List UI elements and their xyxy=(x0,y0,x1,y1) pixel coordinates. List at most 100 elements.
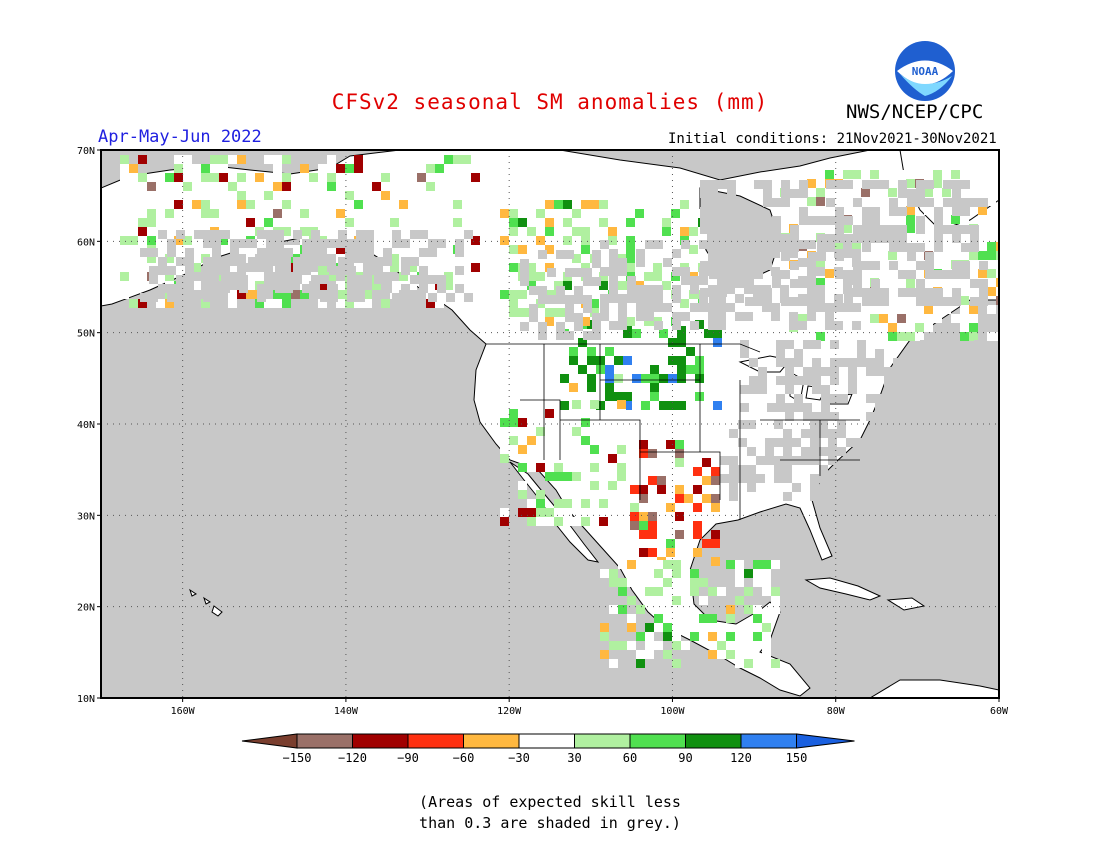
anomaly-cell xyxy=(960,323,969,332)
low-skill-cell xyxy=(720,456,729,465)
legend-label: −60 xyxy=(453,751,475,765)
low-skill-cell xyxy=(934,225,943,234)
low-skill-cell xyxy=(538,331,547,340)
anomaly-cell xyxy=(129,299,138,308)
anomaly-cell xyxy=(282,182,291,191)
low-skill-cell xyxy=(720,474,729,483)
low-skill-cell xyxy=(727,279,736,288)
low-skill-cell xyxy=(738,438,747,447)
anomaly-cell xyxy=(816,278,825,287)
anomaly-cell xyxy=(291,182,300,191)
anomaly-cell xyxy=(563,418,572,427)
low-skill-cell xyxy=(916,180,925,189)
anomaly-cell xyxy=(708,614,717,623)
anomaly-cell xyxy=(753,659,762,668)
anomaly-cell xyxy=(572,418,581,427)
low-skill-cell xyxy=(167,266,176,275)
anomaly-cell xyxy=(569,383,578,392)
anomaly-cell xyxy=(399,209,408,218)
anomaly-cell xyxy=(518,218,527,227)
anomaly-cell xyxy=(165,254,174,263)
low-skill-cell xyxy=(257,230,266,239)
low-skill-cell xyxy=(783,438,792,447)
low-skill-cell xyxy=(636,294,645,303)
anomaly-cell xyxy=(587,374,596,383)
anomaly-cell xyxy=(318,263,327,272)
anomaly-cell xyxy=(644,227,653,236)
anomaly-cell xyxy=(630,512,639,521)
anomaly-cell xyxy=(165,272,174,281)
anomaly-cell xyxy=(762,587,771,596)
anomaly-cell xyxy=(390,254,399,263)
anomaly-cell xyxy=(807,179,816,188)
anomaly-cell xyxy=(527,218,536,227)
anomaly-cell xyxy=(662,281,671,290)
low-skill-cell xyxy=(347,239,356,248)
anomaly-cell xyxy=(165,173,174,182)
anomaly-cell xyxy=(617,463,626,472)
lon-tick-label: 80W xyxy=(827,706,846,717)
season-label: Apr-May-Jun 2022 xyxy=(98,127,262,147)
low-skill-cell xyxy=(925,270,934,279)
anomaly-cell xyxy=(210,200,219,209)
legend-swatch xyxy=(352,733,409,749)
low-skill-cell xyxy=(736,216,745,225)
low-skill-cell xyxy=(902,385,911,394)
low-skill-cell xyxy=(979,261,988,270)
low-skill-cell xyxy=(709,207,718,216)
anomaly-cell xyxy=(672,641,681,650)
anomaly-cell xyxy=(210,155,219,164)
anomaly-cell xyxy=(509,299,518,308)
anomaly-cell xyxy=(381,173,390,182)
low-skill-cell xyxy=(520,322,529,331)
anomaly-cell xyxy=(599,499,608,508)
anomaly-cell xyxy=(675,494,684,503)
anomaly-cell xyxy=(192,182,201,191)
anomaly-cell xyxy=(444,218,453,227)
low-skill-cell xyxy=(835,180,844,189)
anomaly-cell xyxy=(554,508,563,517)
low-skill-cell xyxy=(871,297,880,306)
anomaly-cell xyxy=(563,281,572,290)
anomaly-cell xyxy=(648,530,657,539)
anomaly-cell xyxy=(693,530,702,539)
anomaly-cell xyxy=(309,191,318,200)
low-skill-cell xyxy=(837,474,846,483)
anomaly-cell xyxy=(677,338,686,347)
low-skill-cell xyxy=(747,474,756,483)
low-skill-cell xyxy=(654,294,663,303)
lat-tick-label: 40N xyxy=(77,420,95,431)
anomaly-cell xyxy=(645,569,654,578)
low-skill-cell xyxy=(275,257,284,266)
anomaly-cell xyxy=(471,209,480,218)
anomaly-cell xyxy=(666,539,675,548)
low-skill-cell xyxy=(140,248,149,257)
anomaly-cell xyxy=(590,490,599,499)
low-skill-cell xyxy=(812,376,821,385)
anomaly-cell xyxy=(300,218,309,227)
anomaly-cell xyxy=(599,227,608,236)
anomaly-cell xyxy=(471,218,480,227)
anomaly-cell xyxy=(690,569,699,578)
low-skill-cell xyxy=(880,288,889,297)
anomaly-cell xyxy=(834,287,843,296)
anomaly-cell xyxy=(626,218,635,227)
low-skill-cell xyxy=(828,474,837,483)
anomaly-cell xyxy=(264,218,273,227)
anomaly-cell xyxy=(677,365,686,374)
low-skill-cell xyxy=(645,294,654,303)
low-skill-cell xyxy=(916,189,925,198)
low-skill-cell xyxy=(830,340,839,349)
low-skill-cell xyxy=(221,275,230,284)
anomaly-cell xyxy=(608,472,617,481)
low-skill-cell xyxy=(821,385,830,394)
low-skill-cell xyxy=(819,447,828,456)
low-skill-cell xyxy=(419,284,428,293)
anomaly-cell xyxy=(563,463,572,472)
anomaly-cell xyxy=(327,272,336,281)
low-skill-cell xyxy=(812,385,821,394)
low-skill-cell xyxy=(835,207,844,216)
anomaly-cell xyxy=(354,200,363,209)
low-skill-cell xyxy=(810,492,819,501)
anomaly-cell xyxy=(228,155,237,164)
